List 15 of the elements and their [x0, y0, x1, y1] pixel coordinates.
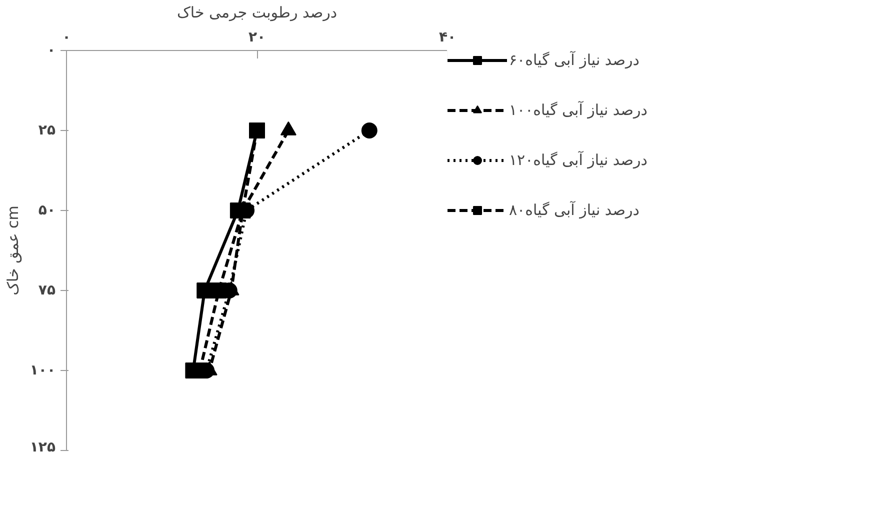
- legend-label: ۱۰۰درصد نیاز آبی گیاه: [509, 101, 648, 119]
- y-axis-title: عمق خاک cm: [4, 206, 22, 296]
- x-tick-label: ۲۰: [248, 30, 266, 46]
- x-tick-label: ۰: [62, 30, 71, 46]
- legend-label: ۸۰درصد نیاز آبی گیاه: [509, 201, 640, 219]
- x-axis-title: درصد رطوبت جرمی خاک: [176, 4, 338, 22]
- y-tick-label: ۰: [46, 42, 56, 58]
- x-tick-label: ۴۰: [438, 30, 456, 46]
- y-tick-label: ۱۲۵: [30, 440, 56, 456]
- y-tick-label: ۵۰: [38, 202, 56, 218]
- y-tick-label: ۷۵: [38, 282, 56, 298]
- legend-label: ۱۲۰درصد نیاز آبی گیاه: [509, 151, 648, 169]
- y-tick-label: ۲۵: [38, 122, 56, 138]
- y-tick-label: ۱۰۰: [30, 362, 56, 378]
- legend-label: ۶۰درصد نیاز آبی گیاه: [509, 51, 640, 69]
